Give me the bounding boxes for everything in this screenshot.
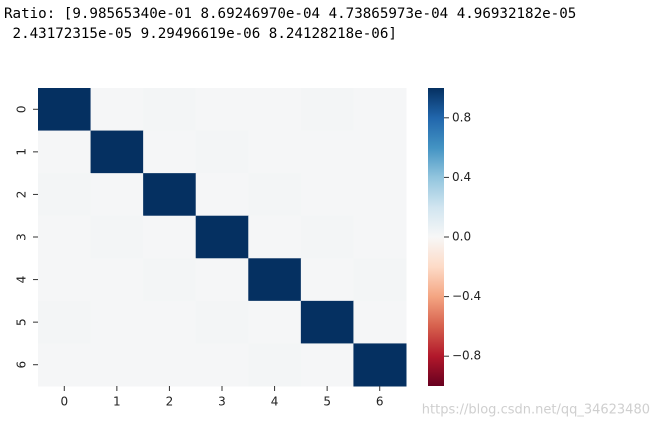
heatmap-cell (38, 343, 92, 387)
x-tick-label: 4 (271, 395, 279, 409)
heatmap-cell (195, 215, 249, 259)
heatmap-cell (143, 300, 197, 344)
heatmap-cell (248, 215, 302, 259)
heatmap-cell (38, 258, 92, 302)
colorbar-tick-label: −0.8 (452, 349, 481, 363)
x-tick-label: 5 (323, 395, 331, 409)
x-tick-label: 2 (166, 395, 174, 409)
x-tick-label: 1 (113, 395, 121, 409)
y-tick-label: 5 (15, 318, 29, 326)
heatmap-cell (300, 258, 354, 302)
heatmap-cell (353, 258, 407, 302)
heatmap-cell (38, 130, 92, 174)
heatmap-cell (353, 88, 407, 132)
heatmap-cell (143, 88, 197, 132)
heatmap-cell (195, 343, 249, 387)
heatmap-cell (353, 173, 407, 217)
heatmap-cell (300, 215, 354, 259)
heatmap-cell (248, 300, 302, 344)
heatmap-cell (143, 215, 197, 259)
heatmap-cell (353, 130, 407, 174)
heatmap-cell (248, 130, 302, 174)
heatmap-cell (143, 173, 197, 217)
heatmap-cell (248, 173, 302, 217)
heatmap-cell (90, 173, 144, 217)
heatmap-cell (195, 88, 249, 132)
colorbar (428, 88, 444, 386)
heatmap-cell (353, 343, 407, 387)
heatmap-cell (143, 258, 197, 302)
heatmap-cell (143, 343, 197, 387)
heatmap-cell (90, 258, 144, 302)
heatmap-cell (300, 88, 354, 132)
heatmap-cell (248, 88, 302, 132)
colorbar-tick-label: −0.4 (452, 289, 481, 303)
heatmap-cell (143, 130, 197, 174)
colorbar-tick-label: 0.8 (452, 110, 471, 124)
heatmap-cell (300, 173, 354, 217)
heatmap-cell (38, 300, 92, 344)
heatmap-cell (353, 215, 407, 259)
y-tick-label: 6 (15, 361, 29, 369)
y-tick-label: 3 (15, 233, 29, 241)
heatmap-cell (248, 343, 302, 387)
heatmap-cell (38, 215, 92, 259)
heatmap-cell (195, 130, 249, 174)
y-tick-label: 1 (15, 148, 29, 156)
colorbar-tick-label: 0.4 (452, 170, 471, 184)
heatmap-cell (195, 173, 249, 217)
watermark: https://blog.csdn.net/qq_34623480 (422, 403, 650, 418)
colorbar-tick-label: 0.0 (452, 230, 471, 244)
heatmap-cell (90, 88, 144, 132)
heatmap-cell (90, 215, 144, 259)
x-tick-label: 6 (376, 395, 384, 409)
heatmap-cell (195, 300, 249, 344)
output-line: 2.43172315e-05 9.29496619e-06 8.24128218… (4, 26, 397, 42)
y-tick-label: 2 (15, 191, 29, 199)
heatmap-cell (38, 88, 92, 132)
heatmap-cell (195, 258, 249, 302)
heatmap-cell (248, 258, 302, 302)
output-line: Ratio: [9.98565340e-01 8.69246970e-04 4.… (4, 6, 577, 22)
output: Ratio: [9.98565340e-01 8.69246970e-04 4.… (4, 4, 576, 44)
y-tick-label: 0 (15, 105, 29, 113)
heatmap-cell (90, 300, 144, 344)
heatmap-cell (38, 173, 92, 217)
heatmap-cell (300, 300, 354, 344)
heatmap-cell (90, 343, 144, 387)
heatmap-cell (300, 130, 354, 174)
heatmap-cell (90, 130, 144, 174)
x-tick-label: 3 (218, 395, 226, 409)
x-tick-label: 0 (60, 395, 68, 409)
y-tick-label: 4 (15, 276, 29, 284)
heatmap-cell (353, 300, 407, 344)
heatmap-cell (300, 343, 354, 387)
